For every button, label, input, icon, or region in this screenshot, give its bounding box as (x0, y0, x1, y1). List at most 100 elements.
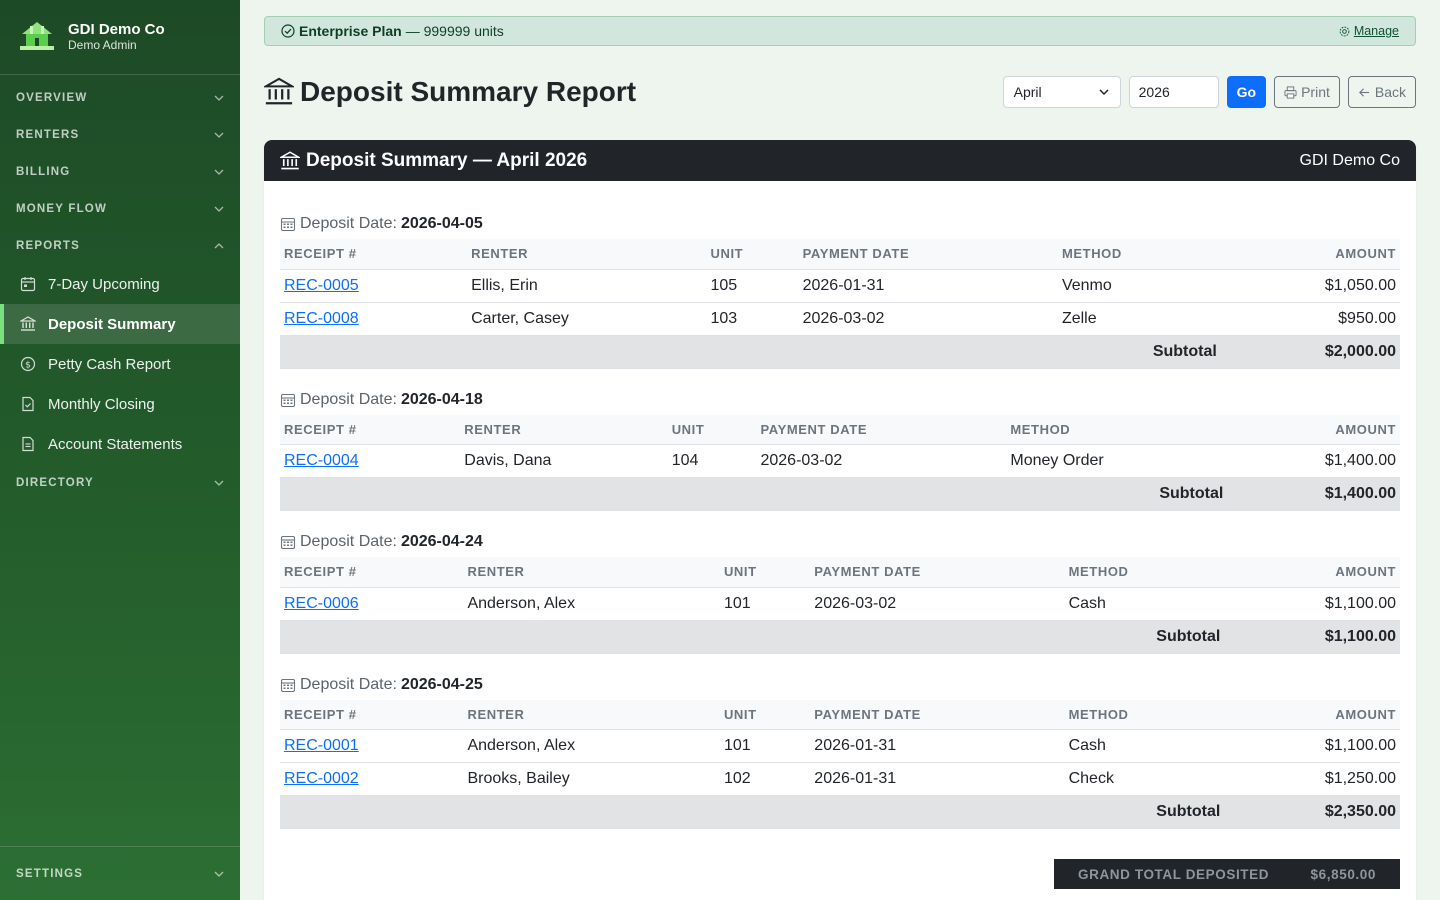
receipt-link[interactable]: REC-0008 (284, 309, 359, 327)
column-header: PAYMENT DATE (798, 239, 1058, 270)
column-header: METHOD (1057, 239, 1221, 270)
nav-section-label: SETTINGS (16, 868, 84, 880)
column-header: UNIT (719, 557, 811, 588)
grand-total-value: $6,850.00 (1310, 866, 1376, 882)
subtotal-row: Subtotal $2,350.00 (280, 795, 1400, 829)
chevron-up-icon (214, 242, 224, 248)
receipt-cell: REC-0008 (280, 302, 468, 336)
table-row: REC-0002 Brooks, Bailey 102 2026-01-31 Check… (280, 762, 1400, 796)
calendar-icon (20, 277, 36, 292)
deposit-date-label: Deposit Date: (300, 390, 397, 408)
chevron-down-icon (1099, 89, 1109, 96)
month-select[interactable]: April (1002, 76, 1121, 108)
table-cell: $1,100.00 (1224, 587, 1400, 621)
nav-section-overview[interactable]: OVERVIEW (0, 79, 240, 116)
table-header-row: RECEIPT # RENTER UNIT PAYMENT DATE METHOD AMO… (280, 557, 1400, 588)
settings-section: SETTINGS (0, 846, 240, 900)
table-cell: Carter, Casey (467, 302, 707, 336)
column-header: UNIT (719, 699, 811, 730)
nav-section-label: RENTERS (16, 128, 80, 141)
year-input[interactable] (1128, 76, 1219, 108)
table-cell: Ellis, Erin (467, 269, 707, 303)
plan-info: Enterprise Plan — 999999 units (281, 23, 504, 39)
chevron-down-icon (214, 95, 224, 101)
deposit-date-label: Deposit Date: (300, 533, 397, 550)
manage-link[interactable]: Manage (1339, 24, 1399, 38)
back-button[interactable]: Back (1347, 76, 1416, 108)
sidebar-item-monthly-closing[interactable]: Monthly Closing (0, 384, 240, 424)
column-header: RENTER (463, 699, 720, 730)
logo-icon (20, 22, 54, 50)
deposit-table: RECEIPT # RENTER UNIT PAYMENT DATE METHOD AMO… (280, 557, 1400, 654)
deposit-date-value: 2026-04-25 (400, 675, 483, 693)
table-cell: Anderson, Alex (463, 587, 720, 621)
bank-icon (264, 77, 294, 105)
sidebar-item-petty-cash-report[interactable]: $ Petty Cash Report (0, 344, 240, 384)
subtotal-label: Subtotal (1057, 335, 1221, 369)
subtotal-row: Subtotal $1,400.00 (280, 477, 1400, 511)
table-cell: $1,250.00 (1224, 762, 1400, 796)
receipt-link[interactable]: REC-0006 (284, 594, 359, 612)
calendar-icon (280, 678, 296, 692)
column-header: AMOUNT (1224, 557, 1400, 588)
nav-section-renters[interactable]: RENTERS (0, 116, 240, 153)
bank-icon (20, 316, 36, 331)
user-role: Demo Admin (68, 38, 137, 52)
receipt-link[interactable]: REC-0001 (284, 737, 359, 754)
table-cell: 103 (706, 302, 799, 336)
calendar-icon (280, 393, 296, 407)
nav-section-directory[interactable]: DIRECTORY (0, 464, 240, 501)
page-title-text: Deposit Summary Report (300, 76, 637, 107)
nav-section-billing[interactable]: BILLING (0, 153, 240, 190)
bank-icon (280, 150, 300, 169)
print-button[interactable]: Print (1274, 76, 1340, 108)
company-name: GDI Demo Co (68, 21, 165, 38)
nav-section-label: REPORTS (16, 239, 80, 252)
nav-section-money-flow[interactable]: MONEY FLOW (0, 190, 240, 227)
deposit-group: Deposit Date: 2026-04-18 RECEIPT # RENTER UN… (280, 383, 1400, 511)
table-cell: 2026-01-31 (810, 762, 1065, 796)
table-header-row: RECEIPT # RENTER UNIT PAYMENT DATE METHOD AMO… (280, 699, 1400, 730)
table-cell: $1,050.00 (1220, 269, 1400, 303)
sidebar-item-deposit-summary[interactable]: Deposit Summary (0, 304, 240, 344)
arrow-left-icon (1358, 87, 1370, 97)
nav-section-label: BILLING (16, 165, 71, 178)
subtotal-row: Subtotal $1,100.00 (280, 620, 1400, 654)
receipt-cell: REC-0004 (280, 444, 461, 478)
column-header: RECEIPT # (280, 239, 468, 270)
receipt-link[interactable]: REC-0002 (284, 770, 359, 787)
nav-section-reports[interactable]: REPORTS (0, 227, 240, 264)
table-cell: Money Order (1006, 444, 1228, 478)
sidebar-item-account-statements[interactable]: Account Statements (0, 424, 240, 464)
table-cell: $1,400.00 (1227, 444, 1400, 478)
column-header: RECEIPT # (280, 414, 461, 445)
subtotal-row: Subtotal $2,000.00 (280, 335, 1400, 369)
card-body: Deposit Date: 2026-04-05 RECEIPT # RENTER UN… (264, 181, 1416, 875)
subtotal-label: Subtotal (1064, 620, 1225, 654)
go-button[interactable]: Go (1226, 76, 1267, 108)
column-header: AMOUNT (1224, 699, 1400, 730)
column-header: AMOUNT (1227, 414, 1400, 445)
calendar-icon (280, 217, 296, 232)
receipt-link[interactable]: REC-0004 (284, 452, 359, 469)
subtotal-value: $2,000.00 (1220, 335, 1400, 369)
nav-section-settings[interactable]: SETTINGS (0, 847, 240, 900)
deposit-date-value: 2026-04-05 (400, 215, 483, 232)
column-header: UNIT (667, 414, 757, 445)
nav-section-label: MONEY FLOW (16, 202, 108, 215)
chevron-down-icon (214, 871, 224, 877)
table-cell: Venmo (1057, 269, 1221, 303)
file-text-icon (22, 436, 34, 452)
gear-icon (1339, 26, 1350, 36)
card-company: GDI Demo Co (1299, 151, 1400, 169)
deposit-date-label: Deposit Date: (300, 215, 397, 232)
table-cell: Check (1064, 762, 1225, 796)
month-value: April (1013, 84, 1042, 100)
brand[interactable]: GDI Demo Co Demo Admin (0, 0, 240, 75)
plan-banner: Enterprise Plan — 999999 units Manage (264, 16, 1416, 46)
chevron-down-icon (214, 132, 224, 138)
receipt-link[interactable]: REC-0005 (284, 276, 359, 294)
card-title-text: Deposit Summary — April 2026 (306, 149, 588, 171)
sidebar-item-7-day-upcoming[interactable]: 7-Day Upcoming (0, 264, 240, 304)
page-title: Deposit Summary Report (264, 76, 636, 108)
